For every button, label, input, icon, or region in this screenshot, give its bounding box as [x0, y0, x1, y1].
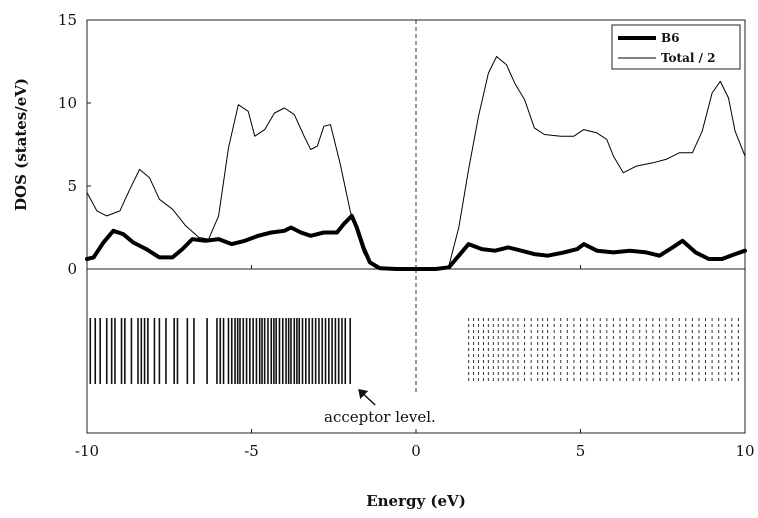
annotation-arrow-head [358, 389, 369, 399]
x-tick-label: -10 [75, 442, 99, 460]
axis-labels: -10 -5 0 5 10 0 5 10 15 Energy (eV) DOS (states/eV… [12, 11, 755, 510]
y-tick-label: 0 [67, 260, 77, 278]
y-tick-label: 10 [58, 94, 77, 112]
y-axis-title: DOS (states/eV) [12, 78, 30, 211]
y-tick-label: 15 [58, 11, 77, 29]
y-tick-label: 5 [67, 177, 77, 195]
annotation-text: acceptor level. [324, 408, 436, 426]
legend-label: Total / 2 [661, 51, 716, 65]
plot-frame [86, 19, 746, 434]
series-line-b6 [85, 213, 747, 271]
energy-level-panel [89, 318, 739, 384]
dos-curves [85, 56, 747, 271]
x-tick-label: 10 [735, 442, 754, 460]
annotation: acceptor level. [324, 389, 436, 426]
legend-label: B6 [661, 31, 680, 45]
legend: B6 Total / 2 [611, 24, 741, 70]
series-line-total [86, 56, 746, 270]
x-tick-label: 5 [576, 442, 586, 460]
x-tick-label: -5 [244, 442, 259, 460]
x-axis-title: Energy (eV) [366, 492, 466, 510]
legend-box [611, 24, 741, 70]
axis-ticks [86, 19, 746, 433]
x-tick-label: 0 [411, 442, 421, 460]
